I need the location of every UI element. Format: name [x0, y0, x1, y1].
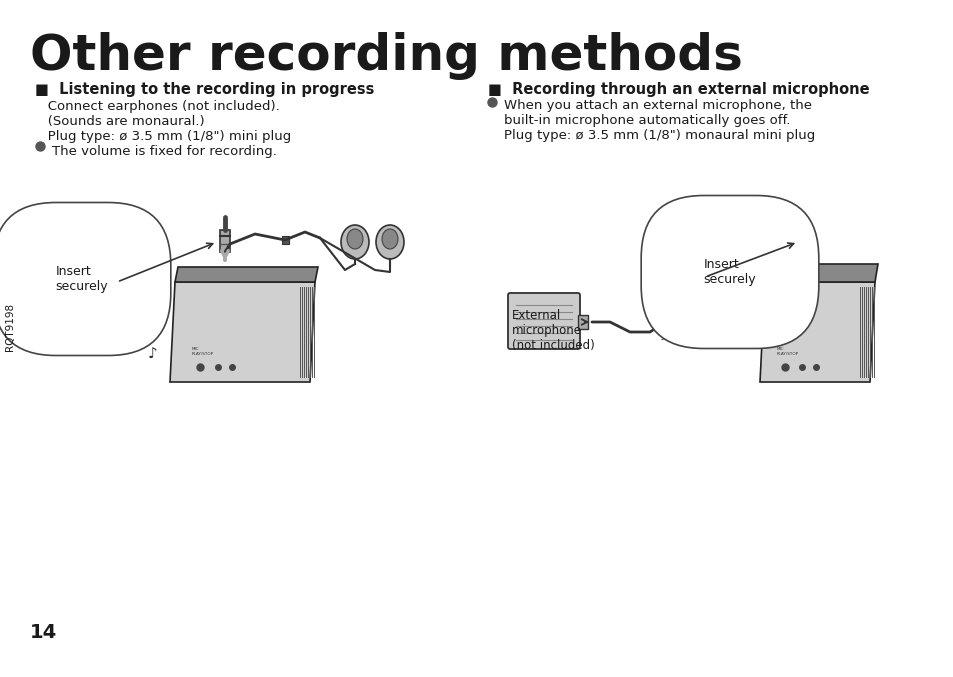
Text: Plug type: ø 3.5 mm (1/8") monaural mini plug: Plug type: ø 3.5 mm (1/8") monaural mini… [503, 129, 815, 142]
Text: ■  Recording through an external microphone: ■ Recording through an external micropho… [488, 82, 869, 97]
Ellipse shape [381, 229, 397, 249]
Text: Plug type: ø 3.5 mm (1/8") mini plug: Plug type: ø 3.5 mm (1/8") mini plug [35, 130, 291, 143]
Polygon shape [764, 264, 877, 282]
Text: built-in microphone automatically goes off.: built-in microphone automatically goes o… [503, 114, 789, 127]
Text: ■  Listening to the recording in progress: ■ Listening to the recording in progress [35, 82, 374, 97]
Polygon shape [174, 267, 317, 282]
Text: When you attach an external microphone, the: When you attach an external microphone, … [503, 99, 811, 112]
Ellipse shape [375, 225, 403, 259]
Bar [578, 315, 587, 329]
Text: MIC
PLAY/STOP: MIC PLAY/STOP [192, 347, 213, 355]
FancyBboxPatch shape [507, 293, 579, 349]
Text: RQT9198: RQT9198 [5, 303, 15, 351]
Text: Insert
securely: Insert securely [703, 258, 756, 286]
Polygon shape [170, 282, 314, 382]
Text: Insert
securely: Insert securely [55, 265, 109, 293]
Ellipse shape [347, 229, 363, 249]
Polygon shape [220, 230, 230, 252]
Text: 14: 14 [30, 623, 57, 642]
Text: Connect earphones (not included).: Connect earphones (not included). [35, 100, 279, 113]
Text: MIC
PLAY/STOP: MIC PLAY/STOP [776, 347, 799, 355]
Polygon shape [784, 232, 794, 254]
Text: External
microphone
(not included): External microphone (not included) [512, 309, 594, 352]
Text: ♪: ♪ [148, 347, 157, 362]
Bar [282, 236, 289, 244]
Text: Other recording methods: Other recording methods [30, 32, 742, 80]
Text: The volume is fixed for recording.: The volume is fixed for recording. [52, 145, 276, 158]
Ellipse shape [340, 225, 369, 259]
Text: ƒƒ: ƒƒ [661, 330, 668, 340]
Text: (Sounds are monaural.): (Sounds are monaural.) [35, 115, 204, 128]
Polygon shape [760, 282, 874, 382]
